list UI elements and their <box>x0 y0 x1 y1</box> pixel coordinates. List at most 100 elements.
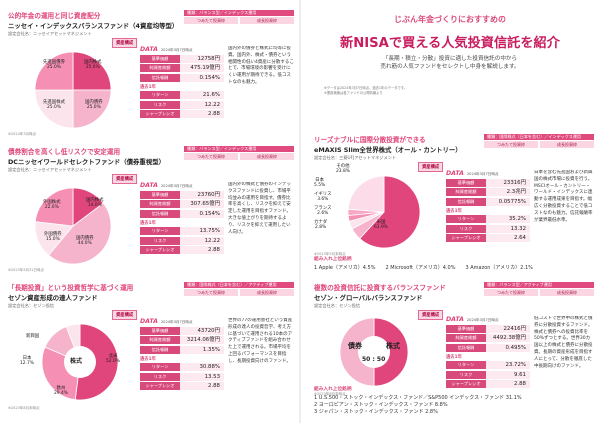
row-key: 信託報酬 <box>446 343 486 352</box>
row-key: リターン <box>446 215 486 223</box>
pie-label-uk: イギリス 3.6% <box>314 192 332 203</box>
data-card: DATA 2024年3月7日時点 基準価額 23760円 純資産総額 307.65億円… <box>140 182 224 254</box>
fund-name: セゾン資産形成の達人ファンド <box>8 294 98 302</box>
row-value: 23760円 <box>180 190 224 199</box>
pie-label-japan: 日本 12.7% <box>20 356 34 367</box>
pie-center-label: 株式 <box>70 358 83 365</box>
fund-category: 公的年金の運用と同じ資産配分 <box>8 12 101 20</box>
pie-label-emerging: 新興国 <box>26 334 40 339</box>
row-value: 12.22 <box>180 100 224 109</box>
row-key: リスク <box>446 370 486 379</box>
row-key: リスク <box>140 100 180 109</box>
row-value: 43720円 <box>180 326 224 335</box>
pie-label-canada: カナダ 2.8% <box>314 220 328 231</box>
seicho-tag: 成長投資枠 <box>540 289 594 296</box>
row-key: シャープレシオ <box>140 382 180 390</box>
pie-label-foreign-stock: 外国株式 22.0% <box>43 200 61 211</box>
row-value: 1.35% <box>180 345 224 354</box>
fund-header: リーズナブルに国際分散投資ができる eMAXIS Slim全世界株式（オール・カ… <box>314 134 594 160</box>
top-holdings: 組み入れ上位銘柄 1 U.S.500・ストック・インデックス・ファンド／S&P5… <box>314 386 522 415</box>
asset-label: 資産構成 <box>112 38 138 48</box>
data-card: DATA 2024年3月7日時点 基準価額 12758円 純資産総額 475.19億円… <box>140 46 224 118</box>
pie-slice <box>359 175 421 249</box>
fund-company: 設定会社名：セゾン投信 <box>8 303 55 308</box>
row-value: 2.88 <box>486 380 530 388</box>
row-key: 信託報酬 <box>140 209 180 218</box>
tsumitate-tag: つみたて投資枠 <box>184 289 238 296</box>
row-key: シャープレシオ <box>140 110 180 118</box>
row-value: 0.154% <box>180 209 224 218</box>
tsumitate-tag: つみたて投資枠 <box>484 141 538 148</box>
fund-category: 「長期投資」という投資哲学に基づく運用 <box>8 284 134 292</box>
top-holdings-title: 組み入れ上位銘柄 <box>314 387 352 392</box>
row-key: 信託報酬 <box>446 197 486 206</box>
data-card: DATA 2024年3月7日時点 基準価額 43720円 純資産総額 3214.06億… <box>140 318 224 390</box>
row-value: 2.88 <box>180 246 224 254</box>
data-date: 2024年3月7日時点 <box>160 184 193 188</box>
row-value: 9.61 <box>486 370 530 379</box>
holding-item: 2 ヨーロピアン・ストック・インデックス・ファンド 8.8% <box>314 402 448 408</box>
row-value: 23.72% <box>486 361 530 369</box>
row-key: 基準価額 <box>140 54 180 63</box>
fund-company: 設定会社名：ニッセイアセットマネジメント <box>8 167 92 172</box>
fund-tagbox: 種類：バランス型／インデックス運用 つみたて投資枠 成長投資枠 <box>184 10 294 24</box>
pie-label-domestic-bond: 国内債券 25.0% <box>85 100 103 111</box>
fund-card-nissay-balance: 公的年金の運用と同じ資産配分 ニッセイ・インデックスバランスファンド（4資産均等… <box>8 10 294 142</box>
seicho-tag: 成長投資枠 <box>240 17 294 24</box>
fund-header: 債券割合を高くし低リスクで安定運用 DCニッセイワールドセレクトファンド（債券重… <box>8 146 294 172</box>
row-value: 475.19億円 <box>180 64 224 72</box>
pie-svg <box>34 51 112 129</box>
holding-item: 1 Apple（アメリカ）4.5% <box>314 265 376 271</box>
allocation-pie: 国内株式 25.0% 国内債券 25.0% 先進国株式 25.0% 先進国債券 25.0… <box>8 40 138 140</box>
fund-card-dc-world-select: 債券割合を高くし低リスクで安定運用 DCニッセイワールドセレクトファンド（債券重… <box>8 146 294 278</box>
row-value: 23316円 <box>486 178 530 187</box>
pie-svg <box>339 317 409 387</box>
pie-label-domestic-stock: 国内株式 14.0% <box>86 198 104 209</box>
row-value: 307.65億円 <box>180 200 224 208</box>
fund-name: DCニッセイワールドセレクトファンド（債券重視型） <box>8 158 165 166</box>
intro-line: 「長期・積立・分散」投資に適した投資信託の中から <box>382 56 518 62</box>
fund-category: 複数の投資信託に投資するバランスファンド <box>314 284 446 292</box>
fund-tagbox: 種類：バランス型／インデックス運用 つみたて投資枠 成長投資枠 <box>184 146 294 160</box>
fund-header: 公的年金の運用と同じ資産配分 ニッセイ・インデックスバランスファンド（4資産均等… <box>8 10 294 36</box>
hero-notes: ※データは2024年3月7日時点。過去1年のデータです。 ※運用実績は各ファンド… <box>324 86 407 95</box>
row-key: 純資産総額 <box>446 334 486 342</box>
right-page: じぶん年金づくりにおすすめの 新NISAで買える人気投資信託を紹介 「長期・積立… <box>300 0 600 423</box>
data-label: DATA <box>140 46 158 53</box>
row-value: 2.64 <box>486 234 530 242</box>
seicho-tag: 成長投資枠 <box>240 289 294 296</box>
fund-type-tag: 種類：国際株式（日本を含む）／アクティブ運用 <box>184 282 294 288</box>
row-value: 13.32 <box>486 224 530 233</box>
top-holdings: 組み入れ上位銘柄 1 Apple（アメリカ）4.5% 2 Microsoft（ア… <box>314 256 533 271</box>
row-key: リスク <box>446 224 486 233</box>
row-key: 純資産総額 <box>140 200 180 208</box>
row-key: 基準価額 <box>140 190 180 199</box>
fund-category: リーズナブルに国際分散投資ができる <box>314 136 426 144</box>
pie-hole <box>64 346 96 378</box>
row-value: 35.2% <box>486 215 530 223</box>
allocation-pie: 国内株式 14.0% 国内債券 44.0% 外国債券 15.0% 外国株式 22.0% … <box>8 176 138 276</box>
pie-slice <box>373 317 409 387</box>
row-key: 基準価額 <box>140 326 180 335</box>
row-value: 13.53 <box>180 372 224 381</box>
seicho-tag: 成長投資枠 <box>540 141 594 148</box>
row-value: 21.6% <box>180 91 224 99</box>
pie-svg <box>347 175 421 249</box>
pie-label-developed-stock: 先進国株式 25.0% <box>43 100 65 111</box>
row-key: 信託報酬 <box>140 73 180 82</box>
hero-kicker: じぶん年金づくりにおすすめの <box>394 15 506 24</box>
allocation-pie: 米国 61.9% 日本 5.5% イギリス 3.6% フランス 2.6% カナダ 2.8%… <box>314 164 444 264</box>
fund-card-saison-global-balance: 複数の投資信託に投資するバランスファンド セゾン・グローバルバランスファンド 設… <box>314 282 594 420</box>
row-key: リターン <box>140 91 180 99</box>
pie-label-developed-bond: 先進国債券 25.0% <box>43 60 65 71</box>
row-value: 0.05775% <box>486 197 530 206</box>
fund-type-tag: 種類：バランス型／インデックス運用 <box>184 10 294 16</box>
past-year-label: 過去1年 <box>140 84 156 90</box>
pie-label-us: 米国 61.9% <box>374 220 388 231</box>
pie-slice <box>72 89 112 129</box>
fund-header: 「長期投資」という投資哲学に基づく運用 セゾン資産形成の達人ファンド 設定会社名… <box>8 282 294 308</box>
row-value: 0.154% <box>180 73 224 82</box>
past-year-label: 過去1年 <box>140 356 156 362</box>
pie-slice <box>34 51 74 91</box>
allocation-pie: 債券 株式 50 : 50 ※2023年8月末時点 <box>314 310 444 410</box>
